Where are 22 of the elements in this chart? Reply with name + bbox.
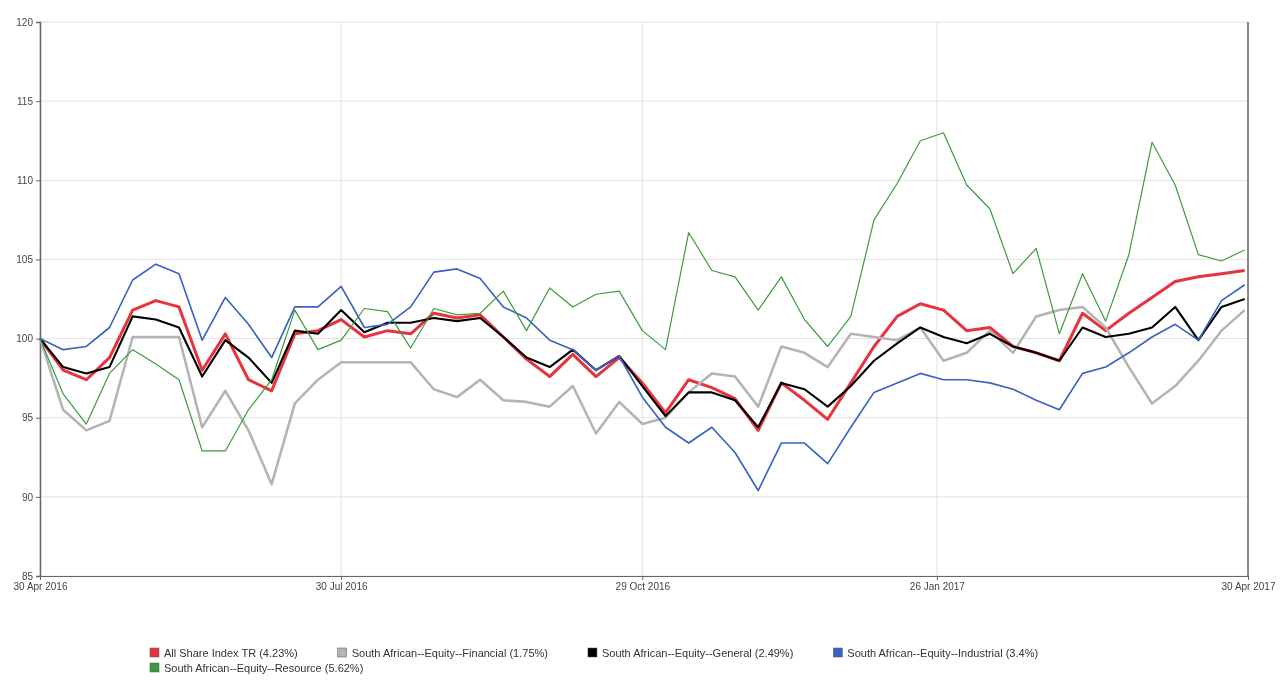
x-tick-label: 30 Jul 2016 (315, 581, 368, 593)
legend-label: South African--Equity--Industrial (3.4%) (847, 647, 1039, 659)
line-series (38, 305, 1246, 486)
line-series (39, 132, 1246, 452)
x-tick-label: 26 Jan 2017 (909, 581, 966, 593)
x-tick-label: 30 Apr 2016 (13, 581, 68, 593)
y-tick-label: 105 (16, 254, 34, 266)
x-tick-label: 29 Oct 2016 (615, 581, 671, 593)
legend-label: South African--Equity--Resource (5.62%) (164, 662, 364, 674)
y-tick-label: 90 (21, 491, 34, 503)
legend-label: South African--Equity--Financial (1.75%) (351, 647, 548, 659)
legend-label: South African--Equity--General (2.49%) (601, 647, 794, 659)
y-tick-label: 85 (21, 570, 34, 582)
y-tick-label: 110 (17, 174, 34, 186)
x-tick-label: 30 Apr 2017 (1221, 581, 1276, 593)
y-tick-label: 100 (16, 333, 34, 345)
line-series (38, 297, 1246, 429)
line-series (39, 263, 1246, 492)
legend-label: All Share Index TR (4.23%) (164, 647, 298, 659)
y-tick-label: 95 (21, 412, 34, 424)
y-tick-label: 120 (16, 16, 34, 28)
y-tick-label: 115 (17, 95, 34, 107)
